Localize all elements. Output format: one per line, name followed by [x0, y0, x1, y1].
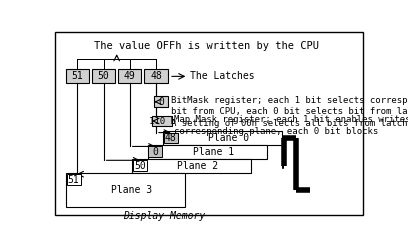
Text: 110 b: 110 b	[149, 117, 175, 125]
Text: Plane 1: Plane 1	[193, 147, 234, 157]
Text: 0: 0	[158, 97, 164, 107]
Text: The value OFFh is written by the CPU: The value OFFh is written by the CPU	[94, 41, 319, 51]
Bar	[163, 131, 282, 145]
Text: Display Memory: Display Memory	[123, 211, 205, 221]
Text: 50: 50	[134, 161, 146, 171]
Bar	[133, 160, 147, 171]
Bar	[152, 116, 172, 126]
Bar	[66, 173, 185, 207]
Text: Plane 3: Plane 3	[111, 185, 152, 195]
Text: 51: 51	[68, 174, 80, 184]
Text: Plane 2: Plane 2	[177, 161, 219, 171]
Bar	[66, 69, 89, 83]
Bar	[144, 69, 168, 83]
Bar	[155, 96, 168, 107]
Text: 48: 48	[150, 71, 162, 81]
Bar	[118, 69, 141, 83]
Bar	[148, 145, 267, 159]
Text: 50: 50	[98, 71, 109, 81]
Text: 48: 48	[165, 133, 177, 143]
Bar	[148, 147, 162, 157]
Bar	[92, 69, 115, 83]
Bar	[67, 174, 80, 185]
Bar	[132, 159, 251, 173]
Text: BitMask register; each 1 bit selects corresponding
bit from CPU, each 0 bit sele: BitMask register; each 1 bit selects cor…	[171, 96, 408, 128]
Text: 51: 51	[71, 71, 83, 81]
Text: 0: 0	[152, 147, 158, 157]
Text: 49: 49	[124, 71, 136, 81]
Bar	[164, 133, 177, 143]
Text: The Latches: The Latches	[190, 71, 255, 81]
Text: Plane 0: Plane 0	[208, 133, 249, 143]
Text: Map Mask register; each 1 bit enables writes to
corresponding plane, each 0 bit : Map Mask register; each 1 bit enables wr…	[175, 115, 408, 136]
